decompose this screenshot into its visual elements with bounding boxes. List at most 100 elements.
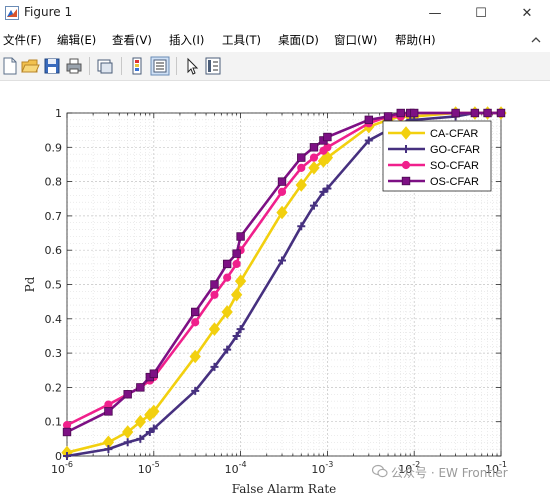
- pd-vs-pfa-plot[interactable]: 10-6 10-5 10-4 10-3 10-2 10-1 0 0.1 0.2 0.3 0.4 0.5…: [0, 81, 550, 498]
- data-point-marker: [383, 112, 393, 121]
- data-point-marker: [309, 153, 319, 162]
- data-point-marker: [297, 222, 306, 231]
- y-tick-label: 1: [55, 107, 62, 120]
- print-icon[interactable]: [64, 56, 84, 76]
- menu-help[interactable]: 帮助(H): [395, 33, 436, 47]
- save-icon[interactable]: [42, 56, 62, 76]
- wechat-icon: [372, 464, 388, 478]
- data-point-marker: [223, 273, 232, 282]
- data-point-marker: [401, 176, 411, 186]
- menu-desktop[interactable]: 桌面(D): [278, 33, 319, 47]
- toolbar-separator: [176, 57, 177, 75]
- data-point-marker: [236, 325, 245, 334]
- legend-label: CA-CFAR: [430, 128, 478, 140]
- legend-label: OS-CFAR: [430, 176, 479, 188]
- data-point-marker: [297, 163, 306, 172]
- minimize-button[interactable]: —: [412, 0, 458, 27]
- data-point-marker: [148, 404, 160, 419]
- property-inspector-icon[interactable]: [203, 56, 223, 76]
- y-tick-label: 0: [55, 450, 62, 463]
- data-point-marker: [323, 132, 332, 142]
- y-tick-label: 0.2: [45, 381, 63, 394]
- data-point-marker: [189, 349, 201, 364]
- y-tick-label: 0.9: [45, 141, 63, 154]
- legend-label: GO-CFAR: [430, 144, 480, 156]
- x-tick-label: 10-4: [225, 460, 247, 476]
- data-point-marker: [104, 407, 113, 416]
- series-os-cfar: [62, 108, 506, 437]
- close-icon: ✕: [521, 6, 533, 21]
- data-point-marker: [210, 290, 219, 299]
- menu-file[interactable]: 文件(F): [3, 33, 42, 47]
- menu-view[interactable]: 查看(V): [112, 33, 152, 47]
- x-axis-label: False Alarm Rate: [232, 482, 337, 496]
- y-tick-label: 0.4: [45, 313, 63, 326]
- data-point-marker: [62, 421, 72, 430]
- toolbar-separator: [121, 57, 122, 75]
- data-point-marker: [409, 108, 419, 118]
- maximize-button[interactable]: ☐: [458, 0, 504, 27]
- edit-plot-cursor-icon[interactable]: [182, 56, 202, 76]
- data-point-marker: [277, 187, 287, 196]
- data-point-marker: [191, 318, 200, 327]
- data-point-marker: [309, 201, 318, 210]
- data-point-marker: [323, 184, 332, 193]
- data-point-marker: [149, 424, 158, 433]
- y-axis-label: Pd: [23, 276, 37, 292]
- data-point-marker: [208, 322, 221, 336]
- data-point-marker: [134, 414, 147, 429]
- data-point-marker: [62, 427, 72, 437]
- x-tick-label: 10-5: [138, 460, 160, 476]
- data-point-marker: [401, 160, 411, 170]
- data-point-marker: [223, 345, 232, 354]
- data-point-marker: [104, 400, 113, 409]
- close-button[interactable]: ✕: [504, 0, 550, 27]
- toolbar-separator: [89, 57, 90, 75]
- insert-colorbar-icon[interactable]: [127, 56, 147, 76]
- y-tick-label: 0.7: [45, 210, 63, 223]
- data-point-marker: [122, 425, 134, 439]
- menu-edit[interactable]: 编辑(E): [57, 33, 97, 47]
- data-point-marker: [277, 177, 287, 186]
- y-tick-label: 0.1: [45, 416, 63, 429]
- data-point-marker: [364, 115, 374, 125]
- data-point-marker: [234, 274, 247, 288]
- menu-insert[interactable]: 插入(I): [169, 33, 205, 47]
- data-point-marker: [470, 108, 480, 118]
- window-titlebar[interactable]: Figure 1 — ☐ ✕: [0, 0, 550, 27]
- link-plot-icon[interactable]: [95, 56, 115, 76]
- data-point-marker: [232, 331, 241, 340]
- menu-window[interactable]: 窗口(W): [334, 33, 378, 47]
- figure-toolbar: [0, 52, 550, 81]
- data-point-marker: [402, 145, 410, 153]
- y-tick-label: 0.6: [45, 244, 63, 257]
- data-point-marker: [123, 390, 132, 399]
- window-title: Figure 1: [24, 5, 73, 19]
- data-point-marker: [210, 362, 219, 371]
- data-point-marker: [123, 438, 132, 447]
- data-point-marker: [222, 259, 232, 269]
- minimize-icon: —: [428, 6, 442, 21]
- watermark-text: 公众号 · EW Frontier: [391, 466, 508, 480]
- data-point-marker: [236, 232, 245, 241]
- data-point-marker: [230, 288, 243, 302]
- new-figure-icon[interactable]: [0, 56, 20, 76]
- menu-tools[interactable]: 工具(T): [222, 33, 261, 47]
- y-tick-label: 0.3: [45, 347, 63, 360]
- data-point-marker: [104, 445, 113, 454]
- y-tick-label: 0.5: [45, 279, 63, 292]
- data-point-marker: [451, 108, 460, 118]
- data-point-marker: [210, 280, 219, 289]
- insert-legend-icon[interactable]: [150, 56, 170, 76]
- menu-expand-icon[interactable]: [531, 36, 541, 44]
- data-point-marker: [400, 126, 412, 140]
- open-file-icon[interactable]: [20, 56, 40, 76]
- data-point-marker: [63, 452, 71, 460]
- menu-bar: 文件(F) 编辑(E) 查看(V) 插入(I) 工具(T) 桌面(D) 窗口(W…: [0, 27, 550, 51]
- data-point-marker: [149, 369, 158, 378]
- data-point-marker: [364, 136, 373, 145]
- legend-label: SO-CFAR: [430, 160, 479, 172]
- data-point-marker: [221, 305, 233, 319]
- data-point-marker: [232, 259, 241, 269]
- data-point-marker: [136, 383, 145, 392]
